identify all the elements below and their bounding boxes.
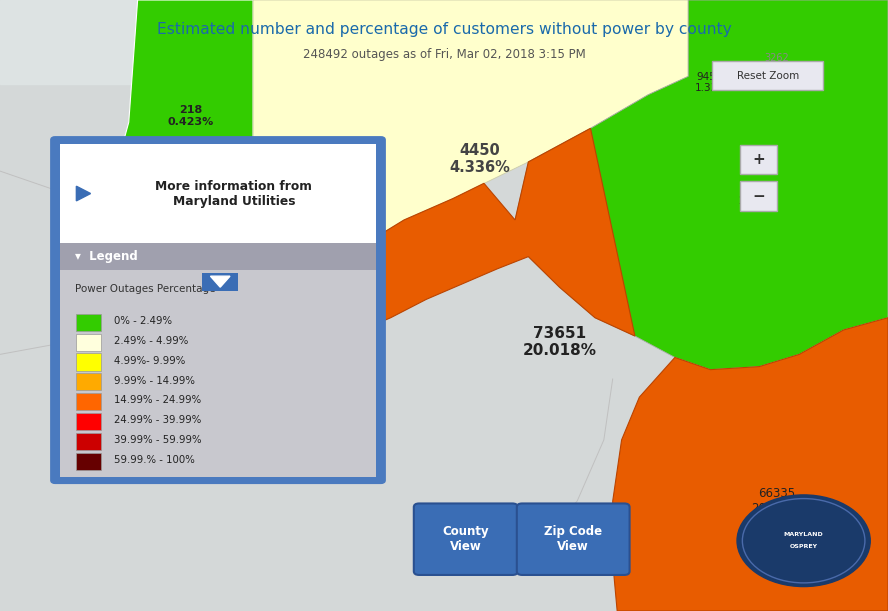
Polygon shape	[613, 318, 888, 611]
Circle shape	[737, 495, 870, 587]
Bar	[740, 145, 777, 174]
Text: 39.99% - 59.99%: 39.99% - 59.99%	[114, 435, 202, 445]
Text: ▾  Legend: ▾ Legend	[75, 251, 138, 263]
Bar	[60, 144, 376, 243]
Text: 2.49% - 4.99%: 2.49% - 4.99%	[114, 336, 188, 346]
Bar	[60, 243, 376, 270]
Text: 3262
0.895%: 3262 0.895%	[758, 53, 796, 75]
Text: 14.99% - 24.99%: 14.99% - 24.99%	[114, 395, 201, 406]
Text: Zip Code
View: Zip Code View	[544, 525, 602, 553]
Text: 218
0.423%: 218 0.423%	[168, 105, 214, 127]
Text: Reset Zoom: Reset Zoom	[736, 71, 799, 81]
Text: More information from
Maryland Utilities: More information from Maryland Utilities	[155, 180, 313, 208]
Text: 73651
20.018%: 73651 20.018%	[522, 326, 597, 359]
Text: 0% - 2.49%: 0% - 2.49%	[114, 316, 171, 326]
Polygon shape	[235, 128, 635, 336]
FancyBboxPatch shape	[414, 503, 518, 575]
Bar	[76, 334, 101, 351]
Polygon shape	[231, 0, 688, 272]
Text: 4.99%- 9.99%: 4.99%- 9.99%	[114, 356, 185, 366]
Polygon shape	[210, 276, 230, 287]
Polygon shape	[87, 0, 253, 312]
Text: County
View: County View	[442, 525, 489, 553]
Bar	[60, 243, 376, 477]
Text: 945
1.33: 945 1.33	[694, 71, 718, 93]
Bar	[76, 453, 101, 470]
Text: OSPREY: OSPREY	[789, 544, 818, 549]
Text: VIRGINIA: VIRGINIA	[526, 536, 575, 546]
Text: MARYLAND: MARYLAND	[784, 532, 823, 537]
Text: −: −	[752, 189, 765, 203]
FancyBboxPatch shape	[52, 137, 385, 483]
Bar	[712, 61, 823, 90]
Bar	[76, 354, 101, 371]
Polygon shape	[76, 186, 91, 201]
Text: 4450
4.336%: 4450 4.336%	[449, 142, 510, 175]
Bar	[740, 181, 777, 211]
Bar	[76, 393, 101, 410]
Text: 283
2.24: 283 2.24	[739, 185, 762, 207]
Bar	[202, 273, 238, 291]
Bar	[76, 373, 101, 390]
Text: 59.99.% - 100%: 59.99.% - 100%	[114, 455, 194, 465]
Bar	[76, 433, 101, 450]
Text: 248492 outages as of Fri, Mar 02, 2018 3:15 PM: 248492 outages as of Fri, Mar 02, 2018 3…	[303, 48, 585, 62]
Polygon shape	[515, 0, 888, 370]
FancyBboxPatch shape	[517, 503, 630, 575]
Bar	[76, 314, 101, 331]
Text: Estimated number and percentage of customers without power by county: Estimated number and percentage of custo…	[156, 22, 732, 37]
Text: 24.99% - 39.99%: 24.99% - 39.99%	[114, 415, 201, 425]
Text: 66335
20.391%: 66335 20.391%	[751, 487, 803, 515]
Text: +: +	[752, 152, 765, 167]
Bar	[76, 413, 101, 430]
Bar	[0, 0, 888, 84]
Text: 9.99% - 14.99%: 9.99% - 14.99%	[114, 376, 194, 386]
Text: Power Outages Percentage: Power Outages Percentage	[75, 284, 215, 294]
